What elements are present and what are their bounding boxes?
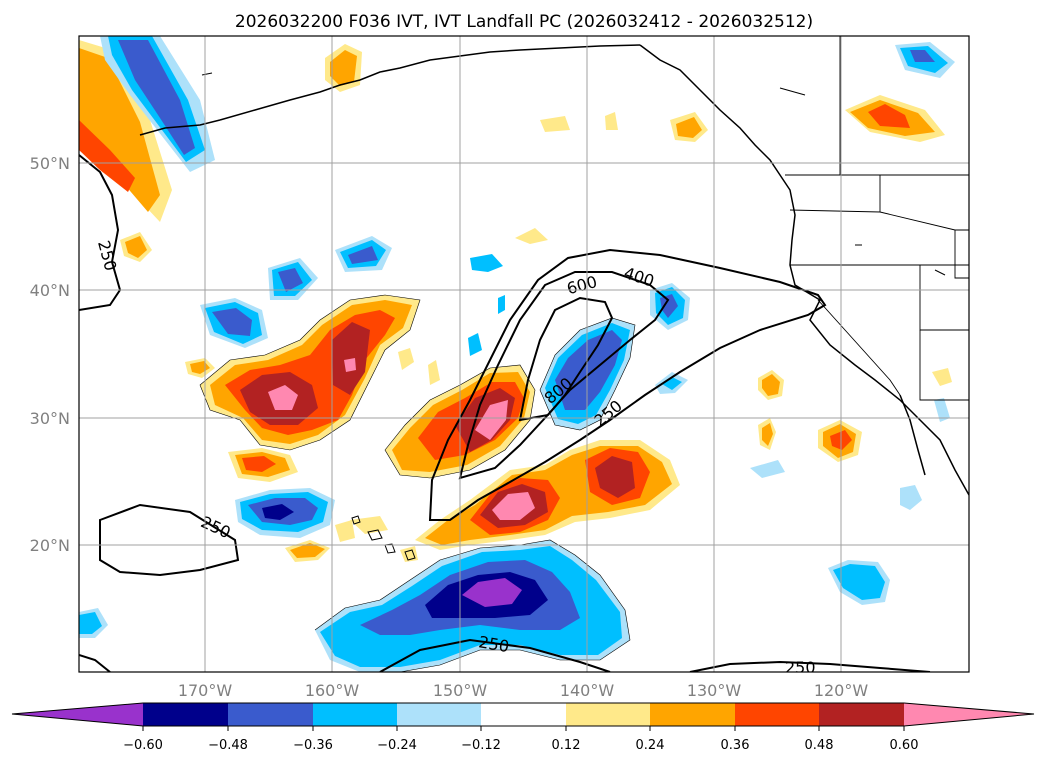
colorbar-tick-label: −0.60 bbox=[123, 738, 163, 753]
colorbar-bin bbox=[566, 703, 650, 726]
lat-label: 20°N bbox=[30, 536, 70, 555]
colorbar-tick-label: 0.36 bbox=[721, 738, 750, 753]
colorbar-tick-label: −0.36 bbox=[293, 738, 333, 753]
lon-label: 120°W bbox=[814, 681, 869, 700]
lat-labels: 50°N 40°N 30°N 20°N bbox=[30, 154, 70, 555]
map-panel: 250 250 600 400 800 250 250 250 bbox=[79, 36, 969, 677]
map-frame bbox=[78, 35, 970, 673]
colorbar-tick-label: −0.12 bbox=[461, 738, 501, 753]
lon-label: 150°W bbox=[433, 681, 488, 700]
lon-label: 160°W bbox=[305, 681, 360, 700]
colorbar-bin bbox=[397, 703, 481, 726]
colorbar-tick-label: 0.60 bbox=[890, 738, 919, 753]
contour-label: 250 bbox=[785, 658, 816, 677]
lon-label: 130°W bbox=[687, 681, 742, 700]
borders bbox=[785, 36, 969, 401]
lat-label: 30°N bbox=[30, 409, 70, 428]
coastlines bbox=[139, 44, 969, 496]
colorbar-tick-label: 0.48 bbox=[805, 738, 834, 753]
colorbar-tick-label: 0.24 bbox=[636, 738, 665, 753]
lon-label: 140°W bbox=[560, 681, 615, 700]
gridlines bbox=[79, 36, 969, 672]
colorbar-bin bbox=[143, 703, 228, 726]
colorbar-tick-label: 0.12 bbox=[552, 738, 581, 753]
islands bbox=[201, 72, 946, 561]
colorbar-tick-label: −0.48 bbox=[208, 738, 248, 753]
colorbar-bin bbox=[228, 703, 313, 726]
shaded-anomalies bbox=[79, 36, 955, 672]
lon-label: 170°W bbox=[178, 681, 233, 700]
colorbar-max-extension bbox=[904, 703, 1034, 726]
colorbar-bin bbox=[650, 703, 735, 726]
lon-labels: 170°W 160°W 150°W 140°W 130°W 120°W bbox=[178, 681, 869, 700]
colorbar-bin bbox=[819, 703, 904, 726]
colorbar-min-extension bbox=[12, 703, 143, 726]
colorbar-bin bbox=[481, 703, 566, 726]
colorbar: −0.60 −0.48 −0.36 −0.24 −0.12 0.12 0.24 … bbox=[11, 702, 1035, 753]
colorbar-tick-label: −0.24 bbox=[377, 738, 417, 753]
figure-title: 2026032200 F036 IVT, IVT Landfall PC (20… bbox=[235, 12, 813, 32]
ivt-contours bbox=[79, 154, 931, 672]
lat-label: 40°N bbox=[30, 281, 70, 300]
colorbar-bin bbox=[313, 703, 397, 726]
lat-label: 50°N bbox=[30, 154, 70, 173]
colorbar-bin bbox=[735, 703, 819, 726]
